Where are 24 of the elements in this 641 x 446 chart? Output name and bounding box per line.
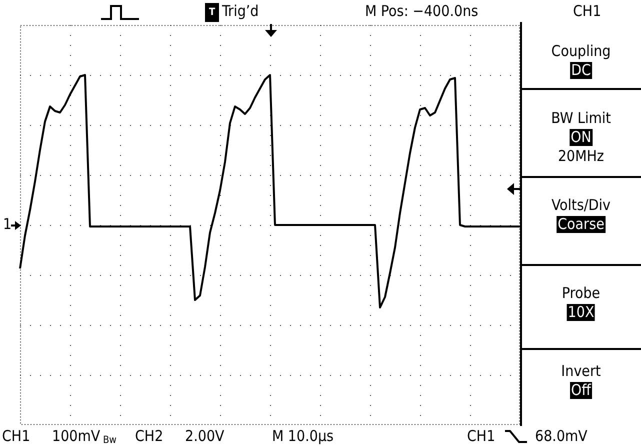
text: M Pos: −400.0ns — [365, 2, 478, 20]
text: 68.0mV — [535, 427, 588, 445]
text: Off — [570, 381, 592, 399]
text: Volts/Div — [551, 196, 611, 214]
text: CH1 — [573, 2, 602, 20]
text: CH2 — [135, 427, 164, 445]
text: 10X — [566, 303, 596, 321]
text: Coarse — [556, 215, 606, 233]
text: CH1 — [2, 427, 30, 445]
text: Bw — [103, 434, 117, 446]
text: ON — [570, 128, 592, 146]
text: Trig’d — [222, 2, 259, 20]
text: Invert — [561, 362, 601, 380]
text: 100mV — [52, 427, 100, 445]
text: M 10.0µs — [272, 427, 334, 445]
text: 20MHz — [558, 147, 604, 165]
text: 2.00V — [185, 427, 224, 445]
text: Probe — [562, 284, 600, 302]
text: CH1 — [467, 427, 496, 445]
text: 1 — [3, 215, 12, 233]
text: DC — [570, 61, 592, 79]
text: Coupling — [551, 42, 611, 60]
text: BW Limit — [551, 109, 611, 127]
text: T — [205, 3, 220, 22]
